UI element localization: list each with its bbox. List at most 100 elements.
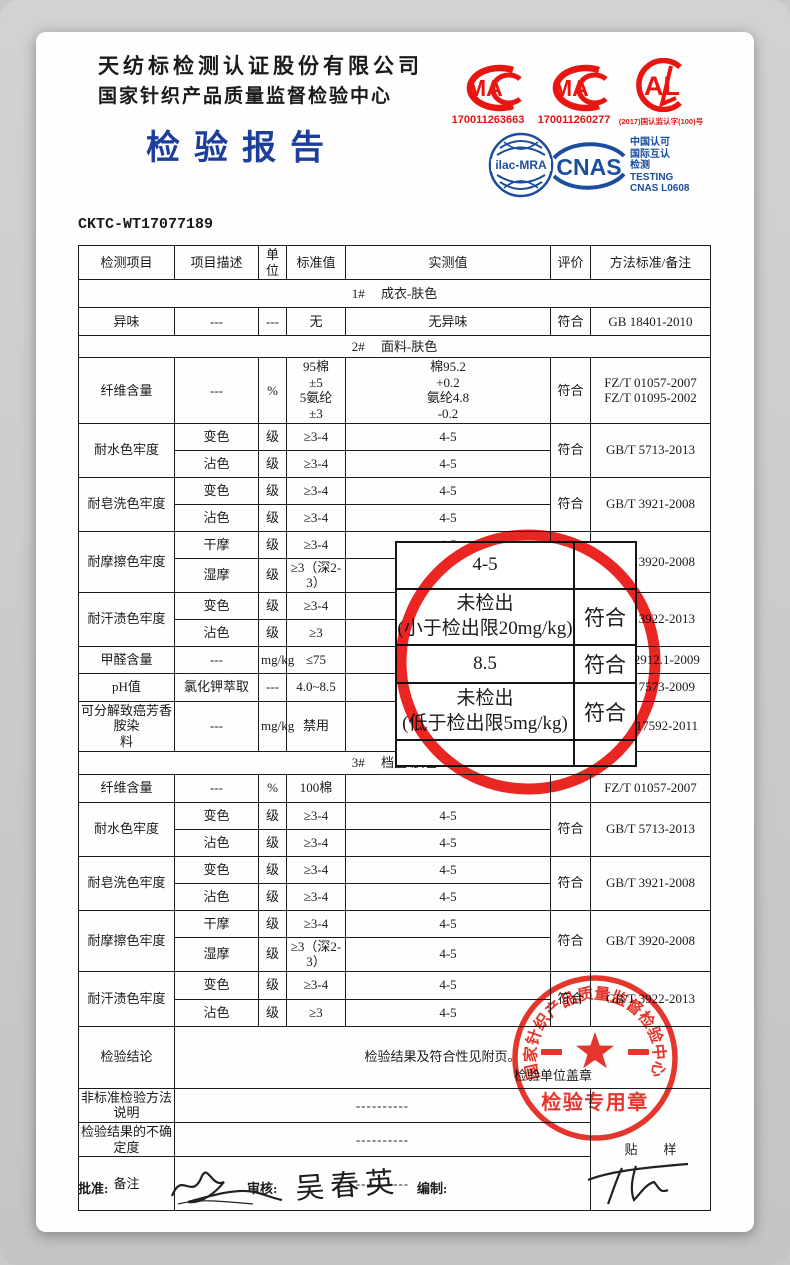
table-cell: 级 (258, 449, 287, 478)
table-row: 检测项目 项目描述 单位 标准值 实测值 评价 方法标准/备注 (78, 244, 711, 281)
cma-certification-icon: MA (552, 64, 608, 112)
table-row: 检验结论 检验结果及符合性见附页。 检验单位盖章 (78, 1025, 711, 1089)
table-cell: ---------- (174, 1156, 591, 1212)
table-cell: pH值 (78, 672, 175, 702)
table-cell: --- (174, 307, 259, 337)
seal-hint-text: 检验单位盖章 (513, 1068, 592, 1084)
table-cell: GB 18401-2010 (590, 307, 711, 337)
table-cell: 4-5 (345, 936, 551, 972)
table-cell: --- (174, 645, 259, 674)
conclusion-cell: 检验结果及符合性见附页。 检验单位盖章 (174, 1025, 711, 1089)
table-cell: 4-5 (345, 449, 551, 478)
svg-text:检验专用章: 检验专用章 (541, 1090, 649, 1114)
table-cell: ≥3-4 (286, 828, 346, 857)
reviewer-signature: 吴春英 (294, 1166, 402, 1206)
table-cell: 级 (258, 801, 287, 830)
table-cell: 级 (258, 998, 287, 1027)
report-table: 检测项目 项目描述 单位 标准值 实测值 评价 方法标准/备注 1# 成衣-肤色 异味 --- --… (78, 244, 711, 1212)
table-cell: --- (174, 357, 259, 424)
table-cell: ≥3-4 (286, 422, 346, 451)
inspection-seal-stamp: 国家针织产品质量监督检验中心 检验专用章 (512, 975, 678, 1141)
table-cell: ≥3-4 (286, 855, 346, 884)
table-cell: 级 (258, 970, 287, 1000)
table-cell: 变色 (174, 970, 259, 1000)
table-cell: 符合 (550, 476, 591, 532)
cnas-line: TESTING (630, 171, 674, 183)
table-cell: ≥3（深2-3） (286, 936, 346, 972)
inset-value: 未检出 (小于检出限20mg/kg) (397, 590, 575, 644)
section-label: 1# 成衣-肤色 (78, 279, 711, 309)
table-cell: 4-5 (345, 476, 551, 505)
table-cell: 无异味 (345, 307, 551, 337)
table-row: 耐皂洗色牢度 变色级 ≥3-4 4-5 符合 GB/T 3921-2008 (78, 476, 711, 532)
report-title: 检验报告 (146, 130, 338, 167)
inset-verdict: 符合 (584, 606, 626, 630)
table-cell: 4-5 (345, 998, 551, 1027)
conclusion-label: 检验结论 (78, 1025, 175, 1089)
table-cell: 沾色 (174, 882, 259, 911)
table-cell: 级 (258, 530, 287, 559)
table-cell: 耐皂洗色牢度 (78, 855, 175, 911)
table-cell: --- (174, 700, 259, 752)
table-cell: ≥3 (286, 618, 346, 647)
table-cell: mg/kg (258, 645, 294, 674)
table-cell: 干摩 (174, 909, 259, 938)
approve-label: 批准: (78, 1181, 109, 1196)
table-cell: 沾色 (174, 998, 259, 1027)
cnas-line: CNAS L0608 (630, 183, 690, 194)
inset-verdict: 符合 (584, 653, 626, 677)
section-label: 2# 面料-肤色 (78, 335, 711, 359)
table-cell: 级 (258, 855, 287, 884)
inset-verdict: 符合 (584, 700, 626, 725)
section-row: 1# 成衣-肤色 (78, 279, 711, 309)
table-cell: % (258, 357, 287, 424)
table-cell: 耐汗渍色牢度 (78, 970, 175, 1027)
table-cell: 级 (258, 618, 287, 647)
table-cell: 可分解致癌芳香胺染 料 (78, 700, 175, 752)
inset-row: 未检出 (小于检出限20mg/kg) 符合 (397, 588, 635, 644)
table-cell: ≤75 (286, 645, 346, 674)
table-cell: 耐皂洗色牢度 (78, 476, 175, 532)
report-number: CKTC-WT17077189 (78, 216, 214, 233)
table-cell: GB/T 3920-2008 (590, 909, 711, 972)
table-cell: 纤维含量 (78, 773, 175, 803)
table-cell: 检验结果的不确定度 (78, 1121, 175, 1158)
cnas-icon: CNAS (552, 142, 626, 190)
cma1-number: 170011263663 (451, 114, 525, 126)
table-header-cell: 方法标准/备注 (590, 244, 711, 281)
table-cell: 符合 (550, 357, 591, 424)
approver-signature-scribble-icon (170, 1171, 283, 1205)
table-cell: 级 (258, 828, 287, 857)
table-cell: 贴 样 (590, 1087, 711, 1212)
table-cell: 干摩 (174, 530, 259, 559)
table-cell: 耐汗渍色牢度 (78, 591, 175, 647)
inset-row: 未检出 (低于检出限5mg/kg) 符合 (397, 682, 635, 739)
inset-value: 8.5 (397, 646, 575, 682)
inset-row: 4-5 (397, 543, 635, 588)
table-cell: ≥3-4 (286, 449, 346, 478)
table-row: 异味 --- --- 无无异味 符合 GB 18401-2010 (78, 307, 711, 337)
table-row: 耐水色牢度 变色级 ≥3-4 4-5 符合 GB/T 5713-2013 (78, 422, 711, 478)
company-name-line2: 国家针织产品质量监督检验中心 (98, 86, 393, 107)
cal-number: (2017)国认监认字(100)号 (618, 117, 704, 126)
table-row: 纤维含量 ---% 95棉 ±5 5氨纶 ±3 棉95.2 +0.2 氨纶4.8 -0… (78, 357, 711, 424)
table-cell: 符合 (550, 422, 591, 478)
table-header-cell: 评价 (550, 244, 591, 281)
table-cell: 100棉 (286, 773, 346, 803)
table-cell: 备注 (78, 1156, 175, 1212)
inset-row: 8.5 符合 (397, 644, 635, 682)
table-cell: ≥3-4 (286, 530, 346, 559)
table-row: 沾色级 ≥3 4-5 (79, 998, 711, 1027)
table-cell: 耐摩擦色牢度 (78, 909, 175, 972)
table-cell: FZ/T 01057-2007 FZ/T 01095-2002 (590, 357, 711, 424)
table-cell: 变色 (174, 591, 259, 620)
table-cell: ≥3-4 (286, 882, 346, 911)
table-cell: ≥3-4 (286, 503, 346, 532)
cnas-line: 检测 (630, 160, 650, 171)
inset-row (397, 739, 635, 765)
table-cell: ≥3（深2-3） (286, 557, 346, 593)
table-header-cell: 检测项目 (78, 244, 175, 281)
table-header-cell: 实测值 (345, 244, 551, 281)
cnas-text-block: 中国认可 国际互认 检测 TESTING CNAS L0608 (630, 137, 720, 195)
table-header-cell: 标准值 (286, 244, 346, 281)
